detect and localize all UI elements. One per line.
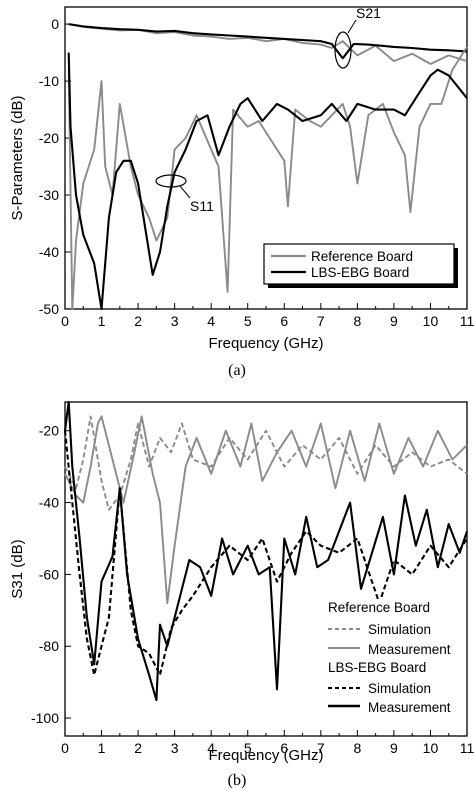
series-line-b-0	[64, 415, 468, 511]
legend-a: Reference Board LBS-EBG Board	[263, 243, 458, 288]
series-line-a-3	[67, 52, 468, 311]
x-ticks-a: 0 1 2 3 4 5 6 7 8 9 10 11	[61, 303, 474, 329]
y-tick-label: -20	[39, 423, 59, 439]
x-tick-label: 11	[460, 740, 474, 756]
chart-b: -20 -40 -60 -80 -100 0 1 2 3 4 5 6 7 8 9 10 11 Referenc…	[9, 400, 474, 789]
x-tick-label: 2	[134, 740, 142, 756]
y-tick-label: -80	[39, 638, 59, 654]
legend-a-box	[263, 243, 455, 285]
legend-b-group-ref: Reference Board	[328, 600, 430, 615]
y-tick-label: -40	[39, 495, 59, 511]
s11-annotation: S11	[155, 174, 214, 214]
x-tick-label: 7	[317, 740, 325, 756]
x-tick-label: 11	[460, 313, 474, 329]
series-a	[67, 23, 468, 311]
x-tick-label: 2	[134, 313, 142, 329]
y-tick-label: 0	[51, 16, 59, 32]
x-tick-label: 8	[353, 313, 361, 329]
x-tick-label: 3	[171, 313, 179, 329]
y-tick-label: -30	[39, 187, 59, 203]
x-tick-label: 3	[171, 740, 179, 756]
x-tick-label: 8	[353, 740, 361, 756]
s21-label: S21	[356, 5, 381, 21]
x-tick-label: 9	[390, 313, 398, 329]
x-axis-label-a: Frequency (GHz)	[208, 335, 323, 352]
y-tick-label: -10	[39, 73, 59, 89]
series-line-b-1	[64, 415, 468, 605]
x-tick-label: 7	[317, 313, 325, 329]
caption-b: (b)	[228, 772, 247, 789]
legend-a-label-ebg: LBS-EBG Board	[311, 265, 409, 280]
x-tick-label: 4	[207, 740, 215, 756]
x-tick-label: 1	[98, 740, 106, 756]
s11-leader	[179, 185, 191, 199]
y-axis-label-b: S31 (dB)	[9, 539, 26, 598]
series-line-a-1	[68, 23, 468, 60]
x-tick-label: 10	[423, 313, 439, 329]
x-tick-label: 5	[244, 313, 252, 329]
caption-a: (a)	[228, 362, 246, 379]
legend-b-group-ebg: LBS-EBG Board	[328, 660, 426, 675]
legend-b-label-ebg-meas: Measurement	[368, 700, 451, 715]
x-tick-label: 10	[423, 740, 439, 756]
legend-b: Reference Board Simulation Measurement L…	[326, 599, 464, 717]
y-axis-label-a: S-Parameters (dB)	[9, 95, 26, 220]
legend-b-label-ebg-sim: Simulation	[368, 681, 431, 696]
y-ticks-a: 0 -10 -20 -30 -40 -50	[39, 16, 71, 317]
x-axis-label-b: Frequency (GHz)	[208, 747, 323, 764]
x-tick-label: 0	[61, 740, 69, 756]
x-tick-label: 6	[280, 313, 288, 329]
s21-annotation: S21	[334, 5, 381, 69]
s21-ellipse	[334, 31, 352, 69]
x-tick-label: 5	[244, 740, 252, 756]
y-tick-label: -50	[39, 301, 59, 317]
legend-b-label-ref-sim: Simulation	[368, 622, 431, 637]
series-line-b-3	[63, 400, 468, 702]
s21-leader	[347, 19, 357, 34]
x-tick-label: 6	[280, 740, 288, 756]
legend-a-label-ref: Reference Board	[311, 249, 413, 264]
x-tick-label: 4	[207, 313, 215, 329]
y-tick-label: -20	[39, 130, 59, 146]
y-tick-label: -60	[39, 566, 59, 582]
y-tick-label: -40	[39, 244, 59, 260]
chart-a: 0-10-20-30-40-50 0 1 2 3 4 5 6 7 8 9 10 11 S21 S11 …	[9, 5, 474, 379]
legend-b-bg	[326, 599, 464, 717]
s11-ellipse	[155, 174, 187, 188]
y-ticks-b: -20 -40 -60 -80 -100	[31, 423, 71, 726]
x-tick-label: 1	[98, 313, 106, 329]
x-tick-label: 9	[390, 740, 398, 756]
x-tick-label: 0	[61, 313, 69, 329]
legend-b-label-ref-meas: Measurement	[368, 642, 451, 657]
y-tick-label: -100	[31, 710, 59, 726]
x-ticks-b: 0 1 2 3 4 5 6 7 8 9 10 11	[61, 730, 474, 756]
s11-label: S11	[190, 198, 214, 214]
